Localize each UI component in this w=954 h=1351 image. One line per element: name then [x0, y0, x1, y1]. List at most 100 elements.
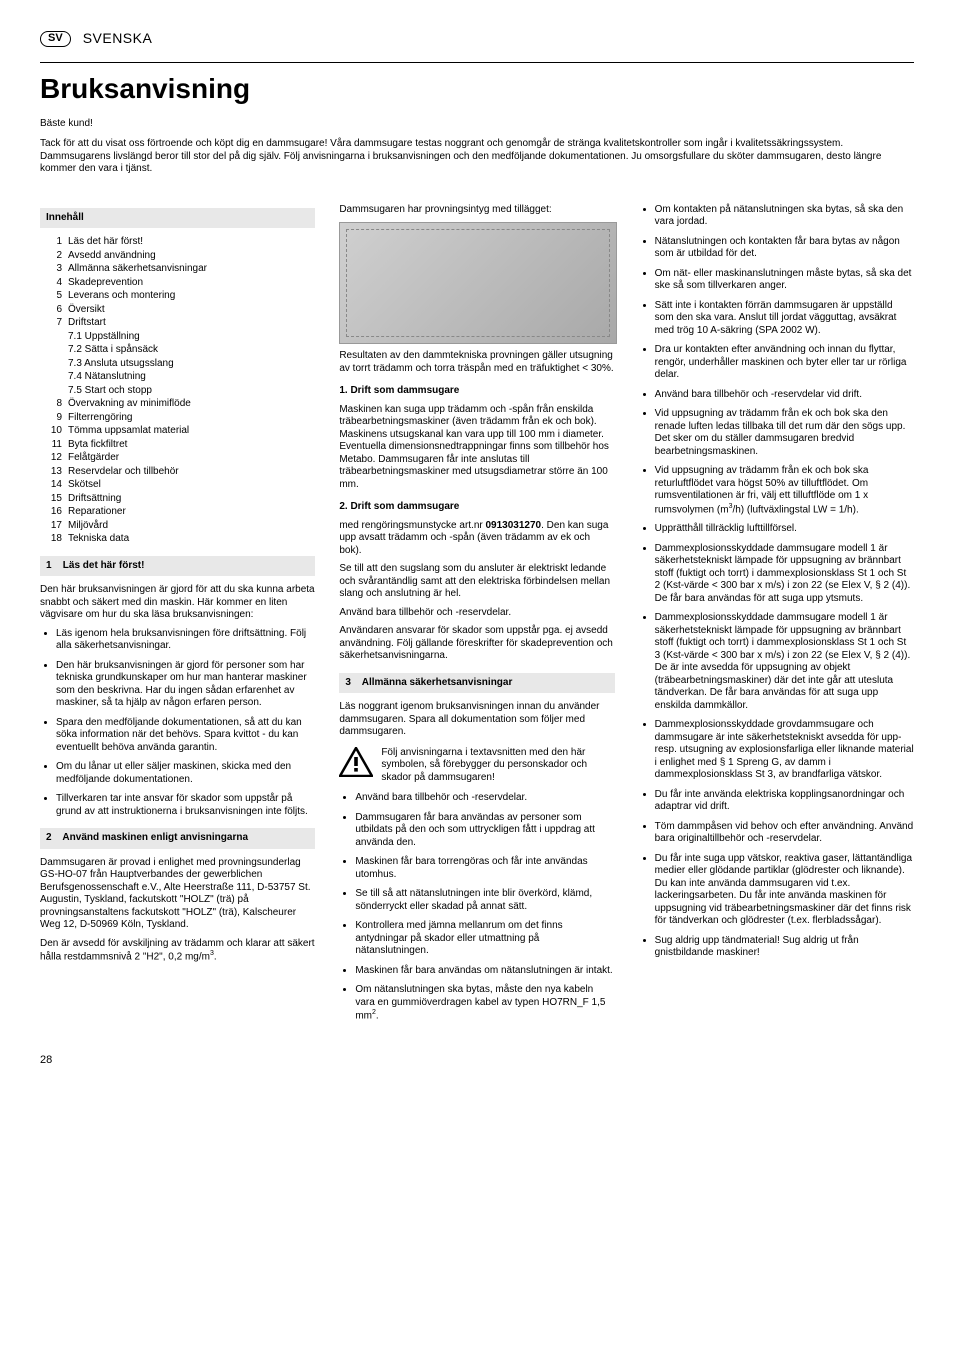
list-item: Sätt inte i kontakten förrän dammsugaren… [655, 300, 914, 338]
toc-subitem: 7.4 Nätanslutning [68, 371, 315, 384]
toc-item-number: 16 [40, 506, 68, 519]
toc-item: 13Reservdelar och tillbehör [40, 466, 315, 479]
toc-subitem: 7.2 Sätta i spånsäck [68, 344, 315, 357]
toc-item-number: 6 [40, 304, 68, 317]
section-2-header: 2 Använd maskinen enligt anvisningarna [40, 828, 315, 849]
section-2-number: 2 [46, 832, 60, 845]
col2-p1: Dammsugaren har provningsintyg med tillä… [339, 204, 614, 217]
list-item: Om nät- eller maskinanslutningen måste b… [655, 268, 914, 293]
toc-item-label: Allmänna säkerhetsanvisningar [68, 263, 315, 276]
list-item: Nätanslutningen och kontakten får bara b… [655, 236, 914, 261]
list-item: Om nätanslutningen ska bytas, måste den … [355, 984, 614, 1023]
toc-item-label: Tömma uppsamlat material [68, 425, 315, 438]
toc-item-label: Skötsel [68, 479, 315, 492]
col2-p4: med rengöringsmunstycke art.nr 091303127… [339, 520, 614, 558]
warning-icon [339, 747, 373, 777]
toc-subitem: 7.1 Uppställning [68, 331, 315, 344]
toc-item-label: Leverans och montering [68, 290, 315, 303]
top-rule [40, 62, 914, 63]
toc-item-label: Översikt [68, 304, 315, 317]
list-item: Dammexplosionsskyddade dammsugare modell… [655, 543, 914, 606]
section-3-number: 3 [345, 677, 359, 690]
list-item: Om du lånar ut eller säljer maskinen, sk… [56, 761, 315, 786]
content-columns: Innehåll 1Läs det här först! 2 Avsedd anvä… [40, 198, 914, 1030]
toc-item: 17Miljövård [40, 520, 315, 533]
toc-item-number: 12 [40, 452, 68, 465]
col2-p7: Användaren ansvarar för skador som uppst… [339, 625, 614, 663]
list-item: Vid uppsugning av trädamm från ek och bo… [655, 465, 914, 516]
toc-subitem: 7.5 Start och stopp [68, 385, 315, 398]
col2-p3: Maskinen kan suga upp trädamm och -spån … [339, 404, 614, 492]
list-item: Läs igenom hela bruksanvisningen före dr… [56, 628, 315, 653]
section-1-title: Läs det här först! [63, 560, 145, 571]
certification-image [339, 222, 616, 344]
toc-item-number: 11 [40, 439, 68, 452]
col2-p6: Använd bara tillbehör och -reservdelar. [339, 607, 614, 620]
toc-item-number: 10 [40, 425, 68, 438]
list-item: Dammexplosionsskyddade grovdammsugare oc… [655, 719, 914, 782]
section-1-header: 1 Läs det här först! [40, 556, 315, 577]
warning-text: Följ anvisningarna i textavsnitten med d… [381, 747, 614, 785]
toc-item-label: Tekniska data [68, 533, 315, 546]
section-2-title: Använd maskinen enligt anvisningarna [62, 832, 248, 843]
list-item: Den här bruksanvisningen är gjord för pe… [56, 660, 315, 710]
toc-item: 18Tekniska data [40, 533, 315, 546]
page-title: Bruksanvisning [40, 71, 914, 106]
section-3-bullets: Använd bara tillbehör och -reservdelar.D… [339, 792, 614, 1023]
toc-item-label: Byta fickfiltret [68, 439, 315, 452]
toc-item: 12Felåtgärder [40, 452, 315, 465]
list-item: Se till så att nätanslutningen inte blir… [355, 888, 614, 913]
toc-item-label: Felåtgärder [68, 452, 315, 465]
toc-item-number: 15 [40, 493, 68, 506]
toc-item-label: Reservdelar och tillbehör [68, 466, 315, 479]
page-number: 28 [40, 1054, 914, 1068]
list-item: Dra ur kontakten efter användning och in… [655, 344, 914, 382]
toc-item: 5Leverans och montering [40, 290, 315, 303]
toc-item-number: 8 [40, 398, 68, 411]
toc-item-number: 9 [40, 412, 68, 425]
list-item: Du får inte använda elektriska kopplings… [655, 789, 914, 814]
section-2-p2: Den är avsedd för avskiljning av trädamm… [40, 938, 315, 964]
greeting: Bäste kund! [40, 118, 914, 131]
list-item: Maskinen får bara användas om nätanslutn… [355, 965, 614, 978]
language-header: SV SVENSKA [40, 30, 914, 48]
toc-item: 1Läs det här först! [40, 236, 315, 249]
language-label: SVENSKA [83, 30, 153, 48]
warning-row: Följ anvisningarna i textavsnitten med d… [339, 747, 614, 785]
toc-subitem: 7.3 Ansluta utsugsslang [68, 358, 315, 371]
list-item: Spara den medföljande dokumentationen, s… [56, 717, 315, 755]
toc-item-label: Driftsättning [68, 493, 315, 506]
toc-item-label: Filterrengöring [68, 412, 315, 425]
list-item: Dammsugaren får bara användas av persone… [355, 812, 614, 850]
intro-paragraph: Tack för att du visat oss förtroende och… [40, 138, 914, 176]
toc-header: Innehåll [40, 208, 315, 229]
toc-item-label: Skadeprevention [68, 277, 315, 290]
section-2-p1: Dammsugaren är provad i enlighet med pro… [40, 857, 315, 932]
list-item: Om kontakten på nätanslutningen ska byta… [655, 204, 914, 229]
toc-item-label: Driftstart [68, 317, 315, 330]
toc-item: 11Byta fickfiltret [40, 439, 315, 452]
toc-item-number: 3 [40, 263, 68, 276]
toc-item-label: Reparationer [68, 506, 315, 519]
toc-item-label: Avsedd användning [68, 250, 315, 263]
list-item: Töm dammpåsen vid behov och efter använd… [655, 821, 914, 846]
toc-item: 10Tömma uppsamlat material [40, 425, 315, 438]
toc-item: 14Skötsel [40, 479, 315, 492]
section-3-header: 3 Allmänna säkerhetsanvisningar [339, 673, 614, 694]
section-1-bullets: Läs igenom hela bruksanvisningen före dr… [40, 628, 315, 819]
toc-item-number: 7 [40, 317, 68, 330]
col2-p2: Resultaten av den dammtekniska provninge… [339, 350, 614, 375]
column-3-bullets: Om kontakten på nätanslutningen ska byta… [639, 204, 914, 960]
list-item: Sug aldrig upp tändmaterial! Sug aldrig … [655, 935, 914, 960]
section-3-title: Allmänna säkerhetsanvisningar [362, 677, 513, 688]
list-item: Vid uppsugning av trädamm från ek och bo… [655, 408, 914, 458]
toc-item: 7Driftstart [40, 317, 315, 330]
toc-item: 6Översikt [40, 304, 315, 317]
toc-item-label: Miljövård [68, 520, 315, 533]
col2-p5: Se till att den sugslang som du ansluter… [339, 563, 614, 601]
col2-subhead-2: 2. Drift som dammsugare [339, 501, 614, 514]
list-item: Dammexplosionsskyddade dammsugare modell… [655, 612, 914, 712]
toc-item-number: 5 [40, 290, 68, 303]
section-1-intro: Den här bruksanvisningen är gjord för at… [40, 584, 315, 622]
toc-item-number: 17 [40, 520, 68, 533]
